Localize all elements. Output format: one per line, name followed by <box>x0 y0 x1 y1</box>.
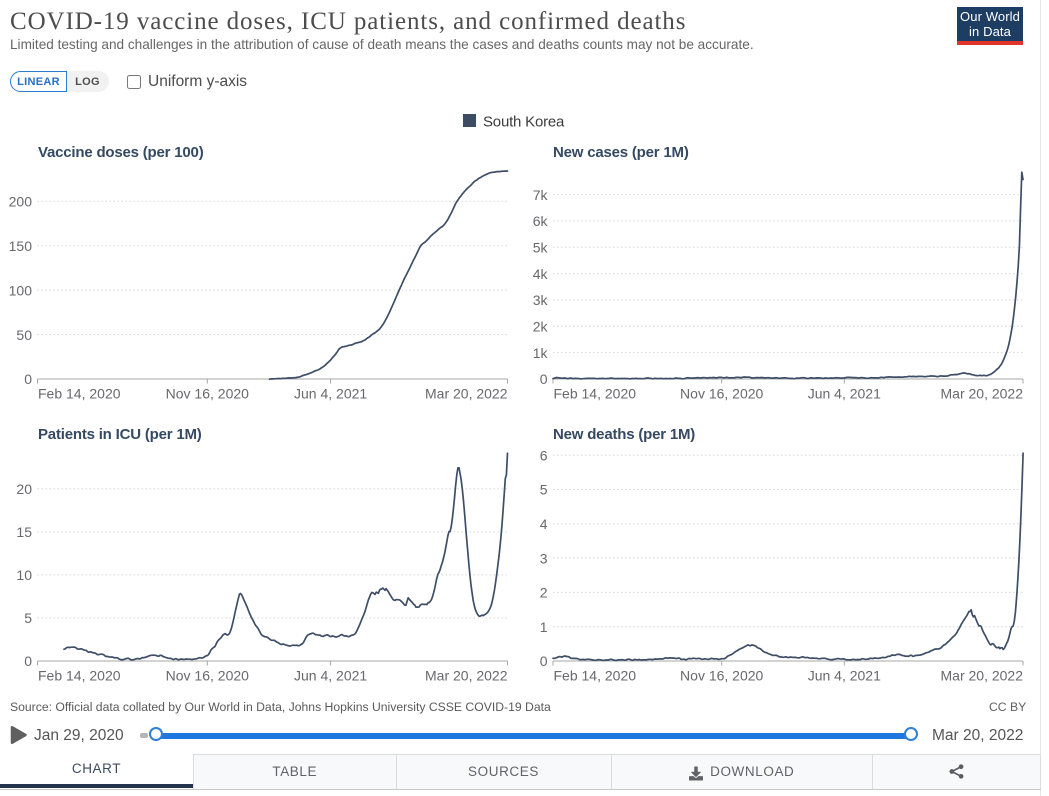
svg-text:150: 150 <box>9 238 33 254</box>
svg-text:Mar 20, 2022: Mar 20, 2022 <box>425 668 508 684</box>
svg-text:0: 0 <box>24 371 32 387</box>
svg-text:6: 6 <box>540 447 548 463</box>
svg-text:Jun 4, 2021: Jun 4, 2021 <box>808 668 881 684</box>
svg-text:Jun 4, 2021: Jun 4, 2021 <box>294 386 367 402</box>
svg-text:Nov 16, 2020: Nov 16, 2020 <box>166 386 249 402</box>
svg-text:5k: 5k <box>533 240 549 256</box>
svg-text:20: 20 <box>16 481 32 497</box>
svg-text:Nov 16, 2020: Nov 16, 2020 <box>166 668 249 684</box>
svg-text:Feb 14, 2020: Feb 14, 2020 <box>554 668 637 684</box>
svg-text:50: 50 <box>16 327 32 343</box>
svg-text:0: 0 <box>540 371 548 387</box>
svg-text:New cases (per 1M): New cases (per 1M) <box>553 144 689 161</box>
svg-text:15: 15 <box>16 524 32 540</box>
svg-text:2k: 2k <box>533 319 549 335</box>
svg-text:5: 5 <box>24 610 32 626</box>
svg-text:Patients in ICU (per 1M): Patients in ICU (per 1M) <box>38 426 202 443</box>
svg-text:Jun 4, 2021: Jun 4, 2021 <box>808 386 881 402</box>
svg-text:Mar 20, 2022: Mar 20, 2022 <box>941 386 1024 402</box>
svg-text:New deaths (per 1M): New deaths (per 1M) <box>553 426 695 443</box>
svg-text:4: 4 <box>540 516 548 532</box>
svg-text:2: 2 <box>540 585 548 601</box>
svg-text:5: 5 <box>540 482 548 498</box>
svg-text:3: 3 <box>540 550 548 566</box>
svg-text:Feb 14, 2020: Feb 14, 2020 <box>38 386 121 402</box>
svg-text:Nov 16, 2020: Nov 16, 2020 <box>680 668 763 684</box>
svg-text:Mar 20, 2022: Mar 20, 2022 <box>941 668 1024 684</box>
svg-text:10: 10 <box>16 567 32 583</box>
svg-text:4k: 4k <box>533 266 549 282</box>
svg-text:Feb 14, 2020: Feb 14, 2020 <box>554 386 637 402</box>
svg-text:6k: 6k <box>533 213 549 229</box>
svg-text:Mar 20, 2022: Mar 20, 2022 <box>425 386 508 402</box>
svg-text:7k: 7k <box>533 187 549 203</box>
svg-text:200: 200 <box>9 193 33 209</box>
svg-text:Jun 4, 2021: Jun 4, 2021 <box>294 668 367 684</box>
svg-text:3k: 3k <box>533 292 549 308</box>
svg-text:Vaccine doses (per 100): Vaccine doses (per 100) <box>38 144 204 161</box>
svg-text:Nov 16, 2020: Nov 16, 2020 <box>680 386 763 402</box>
svg-text:1: 1 <box>540 619 548 635</box>
svg-text:100: 100 <box>9 282 33 298</box>
svg-text:1k: 1k <box>533 345 549 361</box>
svg-text:Feb 14, 2020: Feb 14, 2020 <box>38 668 121 684</box>
svg-text:0: 0 <box>540 653 548 669</box>
svg-text:0: 0 <box>24 653 32 669</box>
svg-text:South Korea: South Korea <box>483 114 565 131</box>
